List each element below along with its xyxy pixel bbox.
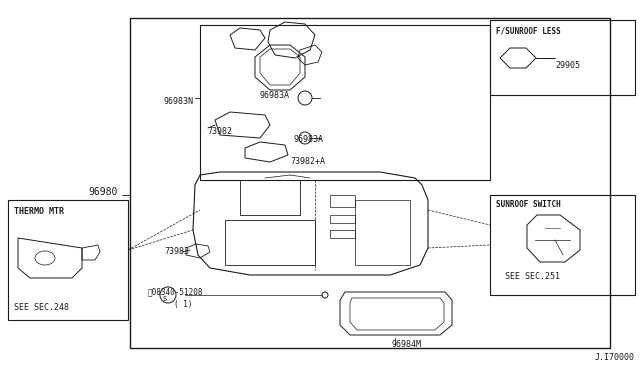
- Text: F/SUNROOF LESS: F/SUNROOF LESS: [496, 26, 561, 35]
- Text: 96983N: 96983N: [164, 96, 194, 106]
- Bar: [130, 18, 610, 348]
- Text: 96983A: 96983A: [294, 135, 324, 144]
- Text: THERMO MTR: THERMO MTR: [14, 207, 64, 216]
- Text: S: S: [163, 296, 167, 302]
- Text: Ⓝ08340-51208: Ⓝ08340-51208: [148, 288, 204, 296]
- Bar: [330, 215, 355, 223]
- Text: 73983: 73983: [164, 247, 189, 257]
- Bar: [330, 195, 355, 207]
- Bar: [8, 200, 128, 320]
- Text: 29905: 29905: [555, 61, 580, 70]
- Text: SEE SEC.248: SEE SEC.248: [14, 303, 69, 312]
- Text: SUNROOF SWITCH: SUNROOF SWITCH: [496, 200, 561, 209]
- Text: 96980: 96980: [88, 187, 118, 197]
- Text: 96984M: 96984M: [392, 340, 422, 349]
- Bar: [330, 230, 355, 238]
- Text: 73982: 73982: [207, 126, 232, 135]
- Bar: [225, 220, 315, 265]
- Bar: [240, 180, 300, 215]
- Bar: [490, 20, 635, 95]
- Bar: [200, 25, 490, 180]
- Text: SEE SEC.251: SEE SEC.251: [505, 272, 560, 281]
- Text: ( 1): ( 1): [174, 301, 193, 310]
- Text: J.I70000: J.I70000: [595, 353, 635, 362]
- Text: 96983A: 96983A: [260, 90, 290, 99]
- Bar: [490, 195, 635, 295]
- Bar: [355, 200, 410, 265]
- Text: 73982+A: 73982+A: [290, 157, 325, 167]
